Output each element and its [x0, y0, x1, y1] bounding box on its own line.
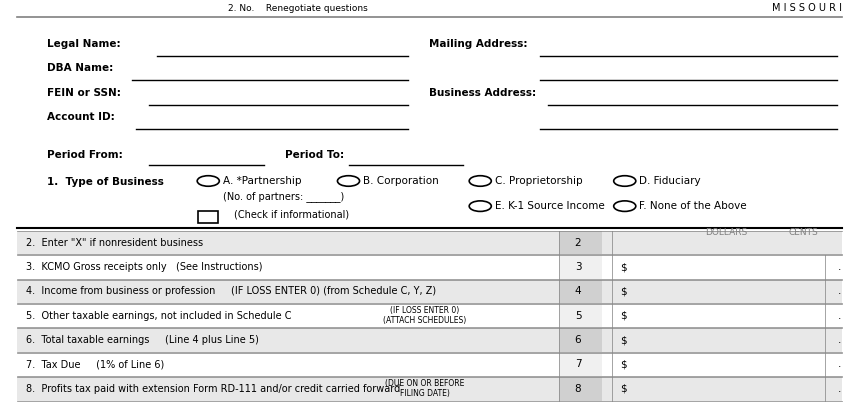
Text: D. Fiduciary: D. Fiduciary [639, 176, 700, 186]
Text: $: $ [620, 384, 627, 394]
Text: (DUE ON OR BEFORE
FILING DATE): (DUE ON OR BEFORE FILING DATE) [385, 379, 465, 398]
Text: 2. No.    Renegotiate questions: 2. No. Renegotiate questions [228, 4, 367, 13]
Text: 7: 7 [575, 359, 581, 370]
Text: 5: 5 [575, 311, 581, 321]
Text: (Check if informational): (Check if informational) [234, 209, 348, 219]
Bar [559, 352, 602, 376]
Bar [559, 328, 602, 352]
Bar [17, 352, 842, 376]
Text: Account ID:: Account ID: [47, 112, 115, 122]
Text: Period To:: Period To: [285, 150, 344, 160]
Text: .: . [838, 335, 842, 345]
Text: $: $ [620, 287, 627, 296]
Bar [559, 255, 602, 279]
Text: 6.  Total taxable earnings     (Line 4 plus Line 5): 6. Total taxable earnings (Line 4 plus L… [26, 335, 258, 345]
Text: 4.  Income from business or profession     (IF LOSS ENTER 0) (from Schedule C, Y: 4. Income from business or profession (I… [26, 287, 435, 296]
Text: FEIN or SSN:: FEIN or SSN: [47, 88, 121, 98]
Text: $: $ [620, 311, 627, 321]
Bar [559, 231, 602, 254]
Text: 3: 3 [575, 262, 581, 272]
Text: 2: 2 [575, 238, 581, 248]
Bar [17, 280, 842, 303]
Bar [559, 280, 602, 303]
Text: Legal Name:: Legal Name: [47, 39, 121, 49]
Text: A. *Partnership: A. *Partnership [223, 176, 301, 186]
Text: .: . [838, 384, 842, 394]
Text: 5.  Other taxable earnings, not included in Schedule C: 5. Other taxable earnings, not included … [26, 311, 291, 321]
Text: Business Address:: Business Address: [429, 88, 536, 98]
Text: $: $ [620, 359, 627, 370]
Bar [559, 304, 602, 328]
Text: (IF LOSS ENTER 0)
(ATTACH SCHEDULES): (IF LOSS ENTER 0) (ATTACH SCHEDULES) [383, 306, 467, 326]
Text: 2.  Enter "X" if nonresident business: 2. Enter "X" if nonresident business [26, 238, 202, 248]
Text: $: $ [620, 262, 627, 272]
Text: 3.  KCMO Gross receipts only   (See Instructions): 3. KCMO Gross receipts only (See Instruc… [26, 262, 262, 272]
Text: Mailing Address:: Mailing Address: [429, 39, 528, 49]
Bar [17, 255, 842, 279]
Text: .: . [838, 287, 842, 296]
Bar [17, 328, 842, 352]
Text: 6: 6 [575, 335, 581, 345]
Text: DOLLARS: DOLLARS [706, 228, 748, 237]
Text: 1.  Type of Business: 1. Type of Business [47, 177, 163, 187]
Text: .: . [838, 262, 842, 272]
Text: C. Proprietorship: C. Proprietorship [495, 176, 582, 186]
Bar [17, 304, 842, 328]
Bar [17, 377, 842, 400]
Text: CENTS: CENTS [788, 228, 818, 237]
Text: M I S S O U R I: M I S S O U R I [772, 2, 842, 13]
Text: E. K-1 Source Income: E. K-1 Source Income [495, 201, 604, 211]
Text: 7.  Tax Due     (1% of Line 6): 7. Tax Due (1% of Line 6) [26, 359, 164, 370]
Bar [198, 211, 218, 223]
Bar [17, 231, 842, 254]
Text: $: $ [620, 335, 627, 345]
Text: .: . [838, 311, 842, 321]
Text: F. None of the Above: F. None of the Above [639, 201, 747, 211]
Text: 8.  Profits tax paid with extension Form RD-111 and/or credit carried forward: 8. Profits tax paid with extension Form … [26, 384, 399, 394]
Text: Period From:: Period From: [47, 150, 122, 160]
Bar [559, 377, 602, 400]
Text: B. Corporation: B. Corporation [363, 176, 439, 186]
Text: .: . [838, 359, 842, 370]
Text: DBA Name:: DBA Name: [47, 63, 113, 73]
Text: 8: 8 [575, 384, 581, 394]
Text: 4: 4 [575, 287, 581, 296]
Text: (No. of partners: _______): (No. of partners: _______) [223, 191, 344, 202]
